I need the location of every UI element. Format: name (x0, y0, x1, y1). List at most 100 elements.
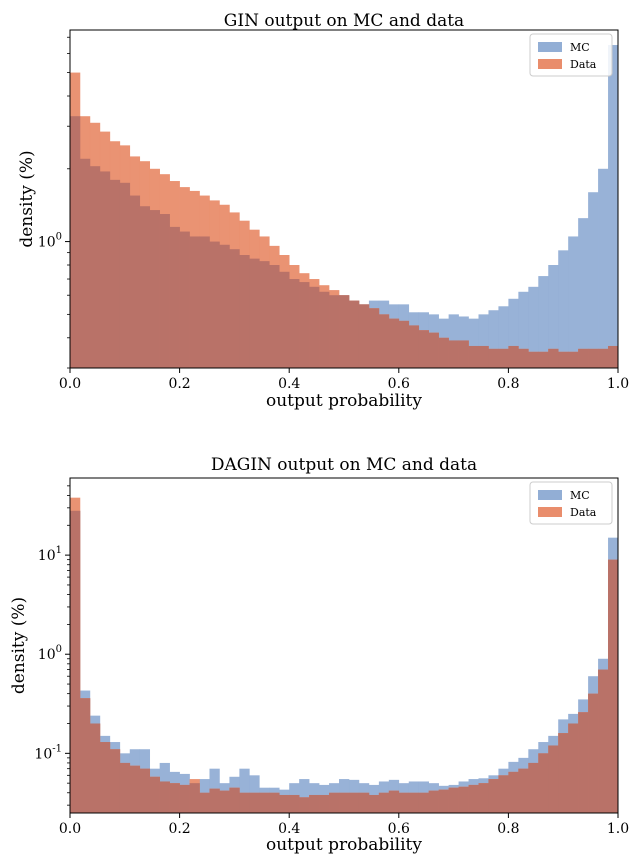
overlap-bar-32 (388, 318, 400, 368)
overlap-bar-12 (189, 236, 200, 368)
overlap-bar-28 (348, 792, 360, 813)
overlap-bar-36 (428, 790, 439, 813)
overlap-bar-23 (299, 797, 310, 813)
bar-mc-47 (538, 276, 549, 368)
overlap-bar-40 (468, 345, 479, 368)
overlap-bar-29 (358, 792, 370, 813)
x-tick-label: 0.8 (497, 376, 519, 392)
overlap-bar-20 (269, 792, 280, 813)
overlap-bar-54 (608, 345, 619, 368)
overlap-bar-9 (159, 214, 170, 368)
y-axis-label: density (%) (17, 150, 37, 247)
overlap-bar-43 (498, 348, 509, 368)
overlap-bar-51 (578, 348, 589, 368)
overlap-bar-25 (319, 794, 330, 813)
overlap-bar-42 (488, 779, 499, 813)
overlap-bar-12 (189, 783, 200, 813)
overlap-bar-21 (279, 794, 290, 813)
overlap-bar-53 (598, 669, 609, 813)
overlap-bar-0 (70, 510, 81, 813)
x-tick-label: 0.6 (388, 376, 410, 392)
overlap-bar-26 (329, 792, 340, 813)
x-tick-label: 0.0 (59, 821, 81, 837)
overlap-bar-50 (568, 723, 579, 813)
overlap-bar-41 (478, 345, 489, 368)
overlap-bar-31 (378, 792, 390, 813)
legend-swatch-mc (538, 42, 562, 52)
overlap-bar-34 (408, 325, 420, 368)
bar-mc-23 (299, 779, 310, 813)
overlap-bar-1 (79, 158, 91, 368)
overlap-bar-16 (229, 249, 240, 368)
overlap-bar-27 (339, 792, 350, 813)
overlap-bar-39 (458, 340, 469, 368)
overlap-bar-3 (99, 742, 111, 813)
legend-label-mc: MC (570, 489, 590, 502)
overlap-bar-44 (508, 345, 519, 368)
overlap-bar-26 (329, 295, 340, 368)
chart-panel-1: 0.0 0.2 0.4 0.6 0.8 1.0 100 GIN output on MC an… (17, 11, 629, 411)
overlap-bar-15 (219, 790, 230, 813)
bar-mc-45 (518, 291, 529, 368)
overlap-bar-52 (588, 348, 599, 368)
x-tick-label: 1.0 (607, 821, 629, 837)
overlap-bar-10 (169, 783, 180, 813)
bar-mc-48 (548, 265, 559, 368)
legend-label-data: Data (570, 506, 597, 519)
legend-label-data: Data (570, 58, 597, 71)
overlap-bar-29 (358, 304, 370, 368)
overlap-bar-11 (179, 784, 190, 813)
legend-swatch-data (538, 59, 562, 69)
bar-mc-53 (598, 168, 609, 368)
overlap-bar-14 (209, 788, 220, 813)
overlap-bar-37 (438, 789, 449, 813)
overlap-bar-41 (478, 783, 489, 813)
y-axis-label: density (%) (9, 597, 29, 694)
x-tick-label: 0.0 (59, 376, 81, 392)
overlap-bar-14 (209, 241, 220, 368)
overlap-bar-13 (199, 236, 210, 368)
bar-mc-50 (568, 236, 579, 368)
x-axis-label: output probability (266, 391, 422, 411)
bar-mc-17 (239, 768, 250, 813)
overlap-bar-10 (169, 226, 180, 368)
axes-frame (69, 477, 619, 814)
bar-mc-43 (498, 306, 509, 368)
overlap-bar-7 (139, 206, 151, 368)
legend-label-mc: MC (570, 41, 590, 54)
overlap-bar-37 (438, 337, 449, 368)
overlap-bar-16 (229, 787, 240, 813)
overlap-bar-20 (269, 265, 280, 368)
bar-mc-49 (558, 250, 569, 368)
overlap-bar-1 (79, 698, 91, 813)
overlap-bar-19 (259, 792, 270, 813)
y-tick-label: 100 (38, 644, 62, 663)
overlap-bar-49 (558, 351, 569, 368)
overlap-bar-32 (388, 790, 400, 813)
bar-mc-46 (528, 286, 539, 368)
overlap-bar-36 (428, 332, 439, 368)
overlap-bar-52 (588, 693, 599, 813)
overlap-bar-48 (548, 745, 559, 813)
x-tick-label: 0.4 (278, 376, 300, 392)
overlap-bar-50 (568, 351, 579, 368)
overlap-bar-47 (538, 753, 549, 813)
overlap-bar-30 (368, 308, 380, 368)
y-tick-label: 100 (38, 232, 62, 251)
x-axis-label: output probability (266, 835, 422, 855)
x-tick-label: 0.6 (388, 821, 410, 837)
overlap-bar-7 (139, 768, 151, 813)
overlap-bar-28 (348, 300, 360, 368)
overlap-bar-39 (458, 786, 469, 813)
overlap-bar-49 (558, 733, 569, 813)
overlap-bar-35 (418, 792, 429, 813)
bar-mc-54 (608, 45, 619, 368)
chart-panel-2: 0.0 0.2 0.4 0.6 0.8 1.0 10-1 100 101 DAGIN output… (9, 455, 629, 855)
overlap-bar-38 (448, 787, 459, 813)
overlap-bar-3 (99, 171, 111, 368)
overlap-bar-4 (109, 179, 121, 368)
axes-frame (69, 29, 619, 369)
overlap-bar-6 (129, 765, 141, 813)
legend-swatch-mc (538, 490, 562, 500)
